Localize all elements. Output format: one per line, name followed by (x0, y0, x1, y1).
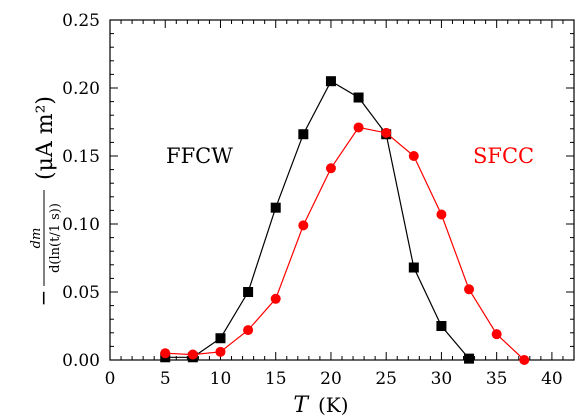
x-tick-label: 20 (320, 369, 342, 389)
y-axis-label: − dm d(ln(t/1 s)) (μA m²) (29, 96, 63, 306)
y-tick-labels: 0.00 0.05 0.10 0.15 0.20 0.25 (62, 11, 100, 371)
data-point-ffcw (298, 129, 309, 140)
series-label-ffcw: FFCW (166, 144, 233, 168)
data-point-ffcw (243, 287, 254, 297)
data-point-sfcc (160, 348, 171, 359)
y-axis-label-unit: (μA m²) (33, 96, 58, 180)
x-tick-label: 0 (105, 369, 116, 389)
x-tick-label: 25 (375, 369, 397, 389)
data-point-ffcw (436, 321, 447, 331)
x-axis-label: T (K) (293, 393, 348, 418)
data-point-sfcc (436, 209, 447, 220)
x-tick-label: 30 (431, 369, 453, 389)
data-point-sfcc (270, 293, 281, 304)
data-point-sfcc (381, 127, 392, 138)
data-point-sfcc (215, 346, 226, 357)
y-axis-label-numerator: dm (29, 228, 44, 249)
tick-marks (109, 19, 575, 361)
data-point-sfcc (519, 355, 530, 365)
y-tick-label: 0.00 (62, 351, 100, 371)
y-axis-label-minus: − (31, 290, 55, 307)
plot-frame (109, 19, 575, 361)
data-point-ffcw (464, 353, 475, 364)
data-point-ffcw (353, 92, 364, 103)
series-label-sfcc: SFCC (473, 144, 534, 168)
x-tick-label: 40 (541, 369, 563, 389)
y-tick-label: 0.15 (62, 147, 100, 167)
data-point-ffcw (325, 76, 336, 87)
series-layer (160, 76, 530, 365)
data-point-sfcc (408, 151, 419, 161)
data-point-sfcc (353, 122, 364, 133)
data-point-sfcc (298, 220, 309, 231)
x-axis-label-symbol: T (293, 393, 310, 418)
x-axis-label-unit: (K) (318, 393, 349, 417)
data-point-sfcc (243, 325, 254, 336)
y-tick-label: 0.10 (62, 215, 100, 235)
data-point-sfcc (491, 329, 502, 340)
y-tick-label: 0.20 (62, 79, 100, 99)
x-tick-label: 10 (210, 369, 232, 389)
y-tick-label: 0.25 (62, 11, 100, 31)
data-point-sfcc (325, 163, 336, 174)
x-tick-labels: 0 5 10 15 20 25 30 35 40 (105, 369, 563, 389)
data-point-ffcw (270, 202, 281, 213)
data-point-sfcc (187, 349, 198, 360)
data-point-ffcw (215, 333, 226, 344)
x-tick-label: 5 (160, 369, 171, 389)
x-tick-label: 35 (486, 369, 508, 389)
series-line-sfcc (165, 126, 525, 361)
data-point-ffcw (408, 262, 419, 273)
x-tick-label: 15 (265, 369, 287, 389)
y-tick-label: 0.05 (62, 283, 100, 303)
data-point-sfcc (464, 284, 475, 295)
y-axis-label-denominator: d(ln(t/1 s)) (48, 203, 63, 273)
series-line-ffcw (165, 80, 470, 359)
